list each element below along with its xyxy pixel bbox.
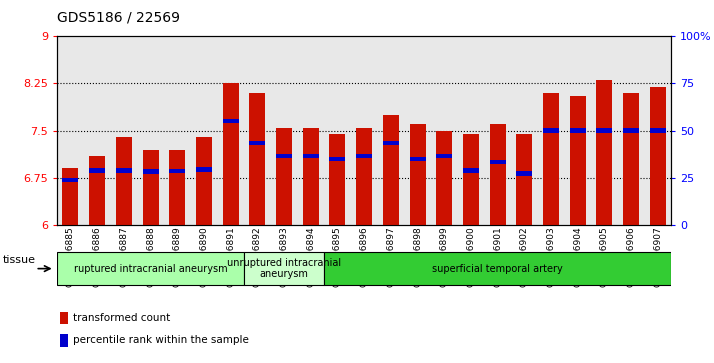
Text: transformed count: transformed count xyxy=(73,313,170,323)
Bar xyxy=(249,141,266,146)
Bar xyxy=(223,119,238,123)
Bar xyxy=(303,127,318,225)
Text: ruptured intracranial aneurysm: ruptured intracranial aneurysm xyxy=(74,264,227,274)
Bar xyxy=(516,171,533,176)
Bar xyxy=(169,150,185,225)
Bar xyxy=(516,134,533,225)
Bar xyxy=(62,168,79,225)
Bar xyxy=(463,134,479,225)
Bar xyxy=(89,156,105,225)
Bar xyxy=(276,127,292,225)
Bar xyxy=(324,252,671,285)
Bar xyxy=(463,168,479,172)
Bar xyxy=(116,168,132,172)
Bar xyxy=(436,131,452,225)
Bar xyxy=(303,154,318,158)
Bar xyxy=(623,129,639,133)
Bar xyxy=(196,167,212,172)
Bar xyxy=(570,96,585,225)
Bar xyxy=(356,127,372,225)
Bar xyxy=(490,160,506,164)
Bar xyxy=(223,83,238,225)
Text: tissue: tissue xyxy=(2,254,35,265)
Bar xyxy=(60,311,69,324)
Bar xyxy=(596,80,613,225)
Bar xyxy=(436,154,452,158)
Bar xyxy=(244,252,324,285)
Bar xyxy=(543,93,559,225)
Bar xyxy=(249,93,266,225)
Bar xyxy=(143,170,159,174)
Bar xyxy=(490,125,506,225)
Bar xyxy=(57,252,244,285)
Bar xyxy=(169,169,185,173)
Bar xyxy=(383,141,399,146)
Bar xyxy=(410,125,426,225)
Bar xyxy=(62,178,79,182)
Text: percentile rank within the sample: percentile rank within the sample xyxy=(73,335,248,346)
Bar xyxy=(116,137,132,225)
Text: GDS5186 / 22569: GDS5186 / 22569 xyxy=(57,11,180,25)
Bar xyxy=(329,157,346,161)
Bar xyxy=(276,154,292,158)
Bar xyxy=(196,137,212,225)
Bar xyxy=(650,129,666,133)
Bar xyxy=(623,93,639,225)
Bar xyxy=(383,115,399,225)
Bar xyxy=(143,150,159,225)
Bar xyxy=(596,129,613,133)
Bar xyxy=(543,129,559,133)
Bar xyxy=(570,129,585,133)
Bar xyxy=(60,334,69,347)
Bar xyxy=(650,87,666,225)
Text: superficial temporal artery: superficial temporal artery xyxy=(432,264,563,274)
Bar xyxy=(329,134,346,225)
Bar xyxy=(89,168,105,172)
Text: unruptured intracranial
aneurysm: unruptured intracranial aneurysm xyxy=(227,258,341,280)
Bar xyxy=(356,154,372,158)
Bar xyxy=(410,157,426,161)
